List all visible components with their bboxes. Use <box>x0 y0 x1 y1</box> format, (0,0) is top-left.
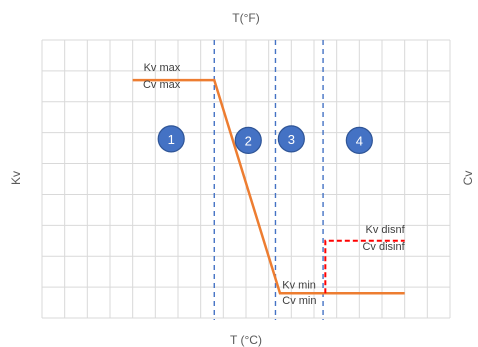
series-line <box>324 239 405 294</box>
data-annotation: Cv min <box>282 295 316 307</box>
data-annotation: Kv max <box>144 62 181 74</box>
zone-circle <box>345 126 373 154</box>
y-axis-right-title: Cv <box>461 171 475 186</box>
zone-marker: 4 <box>345 126 373 154</box>
zone-marker: 3 <box>277 125 305 153</box>
data-annotation: Cv max <box>143 79 181 91</box>
zone-number: 4 <box>356 133 363 148</box>
x-axis-top-title: T(°F) <box>232 11 259 25</box>
data-annotation: Cv disinf <box>362 241 405 253</box>
zone-marker: 2 <box>234 126 262 154</box>
annotations: Kv max Cv max Kv min Cv min Kv disnf Cv disin… <box>143 62 406 307</box>
zone-number: 1 <box>168 132 175 147</box>
grid <box>41 39 451 319</box>
data-annotation: Kv min <box>282 280 316 292</box>
zone-circle <box>277 125 305 153</box>
data-annotation: Kv disnf <box>366 224 406 236</box>
zone-number: 3 <box>288 132 295 147</box>
zone-circle <box>157 125 185 153</box>
series-line <box>132 78 405 295</box>
x-axis-bottom-title: T (°C) <box>230 333 262 347</box>
series-lines <box>132 78 405 295</box>
zone-number: 2 <box>245 133 252 148</box>
zone-markers: 1 2 3 4 <box>157 125 373 154</box>
zone-circle <box>234 126 262 154</box>
y-axis-left-title: Kv <box>9 171 23 185</box>
zone-divider-lines <box>213 40 324 320</box>
zone-marker: 1 <box>157 125 185 153</box>
